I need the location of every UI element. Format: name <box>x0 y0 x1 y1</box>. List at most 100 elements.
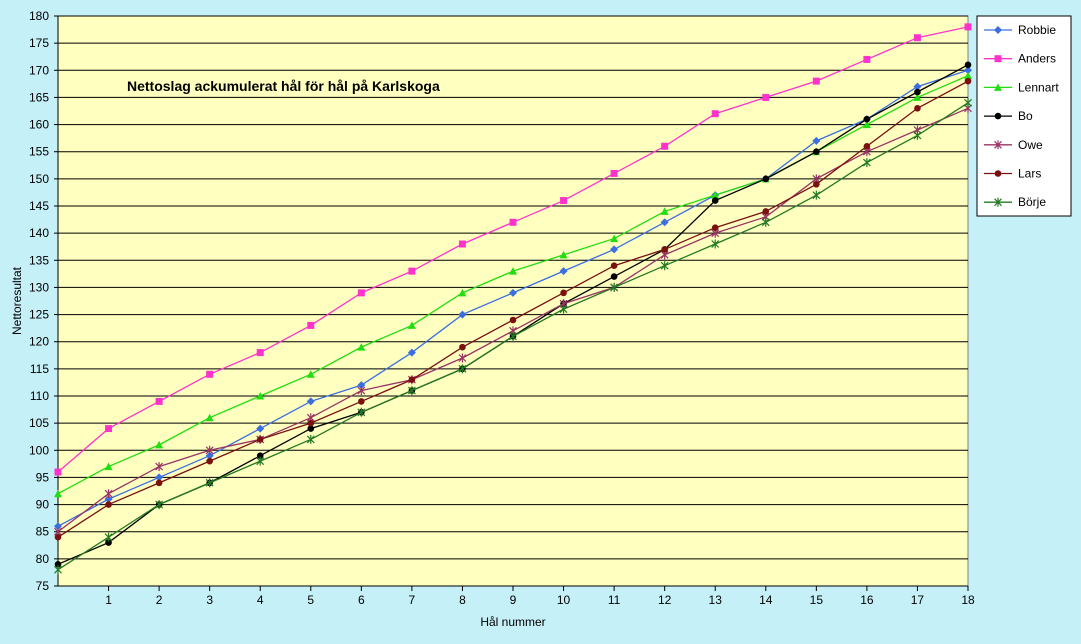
data-point-lars <box>206 457 213 465</box>
data-point-borje <box>711 239 720 249</box>
data-point-lars <box>914 104 921 112</box>
x-tick-label: 1 <box>105 593 112 607</box>
data-point-borje <box>964 98 972 108</box>
x-tick-label: 14 <box>759 593 773 607</box>
series-borje <box>54 98 972 575</box>
legend-item-owe: Owe <box>984 138 1043 152</box>
data-point-borje <box>610 282 619 292</box>
data-point-borje <box>54 565 62 575</box>
data-point-bo <box>307 425 315 432</box>
data-point-bo <box>914 88 921 96</box>
data-point-lars <box>661 246 668 253</box>
data-point-lars <box>610 262 618 270</box>
data-point-borje <box>256 456 265 466</box>
data-point-bo <box>610 273 618 280</box>
data-point-robbie <box>559 267 568 276</box>
data-point-lars <box>459 343 466 351</box>
y-tick-label: 115 <box>30 362 49 376</box>
data-point-lars <box>105 501 112 508</box>
data-point-lennart <box>256 392 265 400</box>
data-point-owe <box>155 462 164 472</box>
data-point-bo <box>813 148 820 156</box>
x-axis: 1 2 3 4 5 6 7 8 9 10 11 12 13 14 15 16 17 18 <box>58 585 975 607</box>
data-point-bo <box>964 61 972 69</box>
data-point-borje <box>862 158 871 168</box>
data-point-lennart <box>559 250 568 259</box>
x-axis-title: Hål nummer <box>480 615 545 629</box>
series-layer <box>54 23 972 575</box>
data-point-lars <box>560 289 567 297</box>
data-point-anders <box>155 397 163 405</box>
x-tick-label: 2 <box>156 593 163 607</box>
data-point-anders <box>610 169 618 177</box>
x-tick-label: 12 <box>658 593 672 607</box>
data-point-anders <box>307 321 315 329</box>
data-point-robbie <box>660 218 669 227</box>
grid-lines <box>58 15 968 560</box>
y-tick-label: 140 <box>29 226 49 240</box>
x-tick-label: 10 <box>557 593 571 607</box>
data-point-anders <box>357 289 365 297</box>
data-point-robbie <box>205 451 214 460</box>
data-point-borje <box>458 364 467 374</box>
x-tick-label: 16 <box>860 593 874 607</box>
series-anders <box>54 23 972 476</box>
legend-label: Owe <box>1018 138 1043 152</box>
data-point-robbie <box>357 381 366 390</box>
legend-item-bo: Bo <box>984 109 1033 123</box>
data-point-anders <box>509 218 517 226</box>
data-point-robbie <box>812 136 821 145</box>
y-tick-label: 170 <box>29 63 49 77</box>
data-point-robbie <box>256 424 265 433</box>
legend: Robbie Anders Lennart Bo Owe Lars Börje <box>976 15 1072 217</box>
y-tick-label: 150 <box>29 172 49 186</box>
data-point-anders <box>256 349 264 357</box>
y-tick-label: 145 <box>29 199 49 213</box>
data-point-borje <box>761 217 770 227</box>
x-tick-label: 18 <box>961 593 975 607</box>
y-tick-label: 155 <box>29 145 49 159</box>
data-point-lennart <box>155 440 164 449</box>
y-tick-label: 105 <box>29 416 49 430</box>
data-point-robbie <box>54 522 62 531</box>
legend-marker <box>994 55 1002 63</box>
data-point-anders <box>762 93 770 101</box>
y-tick-label: 80 <box>36 552 50 566</box>
y-tick-label: 165 <box>29 90 49 104</box>
data-point-borje <box>155 500 164 510</box>
legend-marker <box>994 112 1002 120</box>
data-point-robbie <box>913 82 922 91</box>
y-tick-label: 95 <box>36 470 50 484</box>
x-tick-label: 4 <box>257 593 264 607</box>
data-point-lars <box>813 180 820 188</box>
data-point-borje <box>357 407 366 417</box>
data-point-robbie <box>610 245 619 254</box>
legend-item-borje: Börje <box>984 195 1046 209</box>
x-tick-label: 11 <box>608 593 621 607</box>
data-point-bo <box>54 560 62 568</box>
data-point-robbie <box>458 310 467 319</box>
data-point-lars <box>358 398 365 405</box>
data-point-robbie <box>306 397 315 406</box>
legend-marker <box>994 170 1002 177</box>
y-tick-label: 110 <box>30 389 49 403</box>
data-point-lars <box>155 479 163 487</box>
data-point-lars <box>307 419 315 427</box>
legend-label: Börje <box>1018 195 1046 209</box>
y-tick-label: 135 <box>29 253 49 267</box>
data-point-borje <box>913 130 922 140</box>
y-tick-label: 75 <box>36 579 50 593</box>
x-tick-label: 5 <box>307 593 314 607</box>
y-tick-label: 100 <box>29 443 49 457</box>
data-point-robbie <box>155 473 164 482</box>
plot-area <box>57 15 969 587</box>
data-point-lars <box>509 316 517 324</box>
data-point-lennart <box>54 489 62 498</box>
data-point-anders <box>661 142 669 150</box>
data-point-lennart <box>610 234 619 243</box>
data-point-borje <box>509 331 517 341</box>
series-lars <box>54 77 972 541</box>
chart-title: Nettoslag ackumulerat hål för hål på Kar… <box>127 78 440 94</box>
